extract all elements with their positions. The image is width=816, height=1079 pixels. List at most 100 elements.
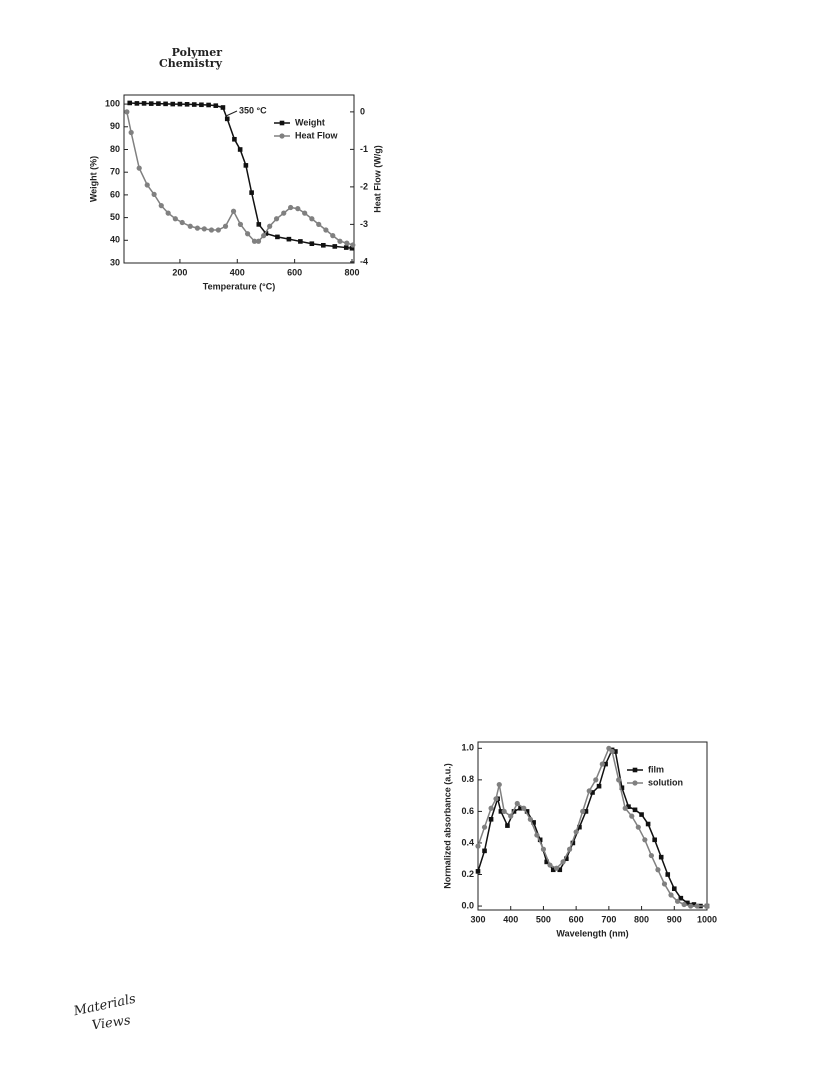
data-point [685, 900, 690, 906]
data-point [201, 226, 207, 232]
data-point [544, 859, 549, 865]
data-point [158, 203, 164, 209]
data-point [237, 221, 244, 227]
annotation: 350 °C [239, 105, 267, 115]
series-line [477, 748, 707, 907]
data-point [505, 823, 510, 828]
x-tick-label: 300 [470, 914, 485, 924]
data-point [645, 821, 651, 827]
y2-tick-label: -1 [360, 144, 368, 154]
data-point [639, 812, 644, 817]
data-point [475, 843, 481, 849]
data-point [302, 210, 308, 216]
data-point [151, 191, 157, 197]
data-point [249, 190, 254, 195]
data-point [199, 102, 204, 108]
data-point [622, 805, 628, 811]
x-tick-label: 500 [536, 914, 551, 924]
data-point [144, 182, 150, 188]
data-point [141, 101, 147, 106]
y-tick-label: 60 [110, 189, 120, 199]
data-point [553, 865, 560, 871]
y-tick-label: 40 [110, 235, 120, 245]
data-point [481, 824, 488, 830]
data-point [567, 846, 573, 852]
data-point [163, 101, 168, 107]
y-tick-label: 80 [110, 144, 120, 154]
data-point [337, 238, 343, 244]
data-point [674, 898, 681, 904]
data-point [148, 101, 154, 106]
data-point [206, 102, 211, 108]
data-point [514, 800, 520, 807]
data-point [590, 790, 595, 795]
data-point [596, 783, 602, 789]
data-point [330, 233, 336, 239]
data-point [531, 820, 536, 825]
data-point [184, 102, 190, 107]
data-point [648, 852, 654, 859]
x-tick-label: 400 [503, 914, 518, 924]
data-point [343, 245, 349, 250]
data-point [165, 210, 171, 216]
data-point [256, 222, 262, 227]
data-point [255, 238, 262, 244]
x-tick-label: 400 [230, 267, 245, 277]
data-point [527, 816, 533, 822]
data-point [570, 840, 576, 846]
data-point [332, 244, 338, 249]
data-point [635, 824, 641, 830]
data-point [344, 240, 350, 246]
data-point [493, 796, 499, 802]
series-line [477, 747, 707, 907]
data-point [350, 242, 356, 248]
plot-frame [477, 741, 708, 911]
legend-marker [632, 767, 638, 773]
data-point [488, 816, 494, 822]
x-tick-label: 900 [667, 914, 682, 924]
data-point [688, 903, 694, 909]
data-point [215, 227, 221, 233]
data-point [224, 116, 230, 122]
data-point [128, 129, 134, 136]
data-point [273, 216, 280, 222]
journal-name: Polymer [172, 46, 223, 59]
data-point [251, 238, 258, 244]
data-point [295, 206, 301, 212]
data-point [323, 227, 329, 233]
x-tick-label: 200 [172, 267, 187, 277]
data-point [681, 901, 687, 908]
legend-marker [279, 120, 285, 126]
y2-tick-label: -4 [360, 256, 368, 266]
data-point [286, 236, 292, 242]
data-point [603, 761, 608, 767]
data-point [557, 867, 563, 873]
data-point [232, 136, 237, 142]
data-point [704, 903, 710, 909]
data-point [496, 781, 502, 788]
x-tick-label: 800 [634, 914, 649, 924]
data-point [230, 208, 237, 214]
data-point [191, 102, 197, 107]
data-point [170, 101, 176, 107]
data-point [573, 829, 579, 835]
data-point [281, 210, 287, 216]
data-point [349, 245, 355, 251]
data-point [156, 101, 161, 106]
y2-axis-label: Heat Flow (W/g) [372, 145, 382, 213]
y-tick-label: 90 [110, 121, 120, 131]
data-point [321, 242, 326, 248]
data-point [655, 867, 661, 873]
data-point [482, 848, 487, 854]
data-point [665, 872, 671, 877]
data-point [127, 100, 133, 106]
y-tick-label: 100 [105, 98, 120, 108]
data-point [261, 233, 267, 239]
data-point [208, 227, 215, 233]
data-point [194, 225, 201, 231]
data-point [298, 239, 303, 244]
data-point [309, 216, 315, 222]
data-point [172, 216, 178, 222]
data-point [521, 805, 527, 811]
